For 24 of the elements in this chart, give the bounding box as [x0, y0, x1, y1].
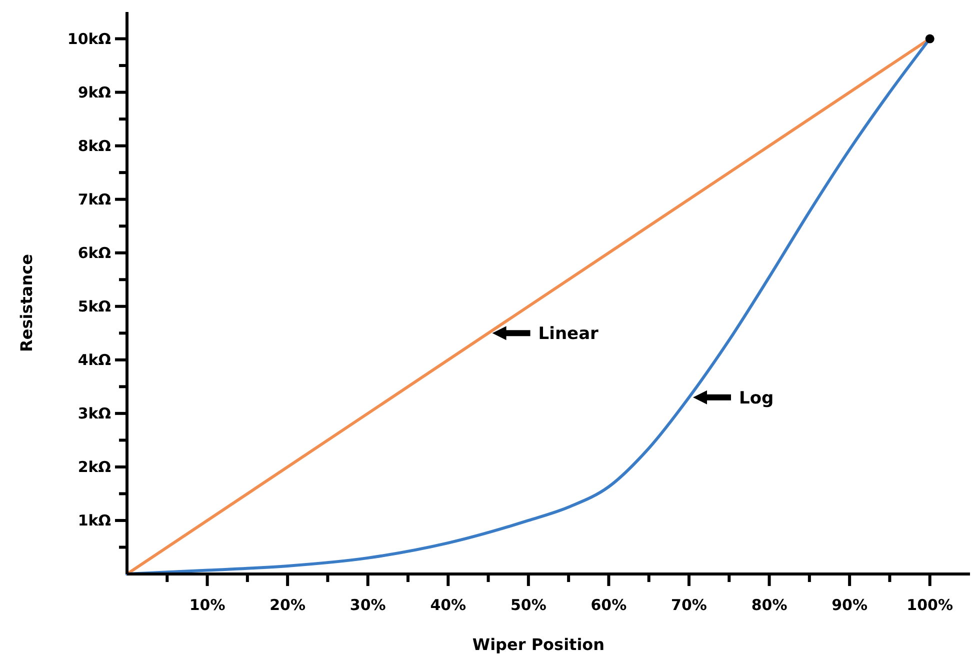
y-tick-label: 6kΩ — [78, 244, 112, 262]
y-tick-label: 10kΩ — [67, 30, 112, 48]
x-tick-label: 20% — [270, 596, 306, 614]
x-tick-label: 60% — [590, 596, 627, 614]
y-tick-label: 9kΩ — [78, 83, 112, 102]
y-tick-label: 8kΩ — [78, 136, 112, 155]
x-tick-label: 10% — [189, 596, 226, 614]
y-tick-label: 4kΩ — [78, 350, 112, 369]
y-tick-label: 3kΩ — [78, 404, 112, 422]
x-tick-label: 30% — [350, 596, 386, 614]
x-tick-label: 90% — [832, 596, 868, 614]
annotation: Linear — [538, 324, 600, 344]
x-axis-title: Wiper Position — [472, 635, 605, 654]
x-tick-label: 40% — [430, 596, 466, 614]
y-tick-label: 1kΩ — [78, 511, 112, 530]
x-tick-label: 70% — [671, 596, 707, 614]
x-tick-label: 100% — [906, 596, 954, 614]
y-tick-label: 5kΩ — [78, 297, 112, 316]
annotation: Log — [739, 388, 774, 408]
y-axis-title: Resistance — [17, 254, 36, 352]
y-tick-label: 7kΩ — [78, 190, 112, 208]
y-tick-label: 2kΩ — [78, 458, 112, 476]
x-tick-label: 50% — [510, 596, 546, 614]
x-tick-label: 80% — [751, 596, 788, 614]
